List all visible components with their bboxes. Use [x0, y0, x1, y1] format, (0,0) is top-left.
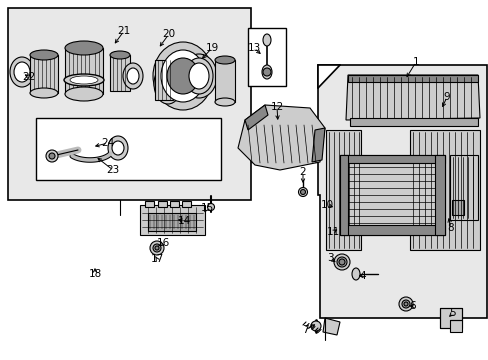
Ellipse shape [181, 54, 217, 98]
Bar [140, 205, 204, 235]
Text: 12: 12 [270, 102, 283, 112]
Ellipse shape [65, 41, 103, 55]
Ellipse shape [262, 65, 271, 79]
Text: 14: 14 [177, 216, 190, 226]
Bar [215, 60, 235, 102]
Ellipse shape [14, 62, 30, 82]
Ellipse shape [112, 141, 124, 155]
Circle shape [207, 203, 214, 211]
Ellipse shape [189, 63, 208, 89]
Circle shape [338, 259, 345, 265]
Polygon shape [311, 128, 325, 162]
Text: 2: 2 [299, 167, 305, 177]
Bar [30, 55, 58, 93]
Polygon shape [244, 105, 267, 130]
Circle shape [153, 244, 161, 252]
Text: 18: 18 [88, 269, 102, 279]
Text: 10: 10 [320, 200, 333, 210]
Text: 20: 20 [162, 29, 175, 39]
Bar [434, 155, 444, 235]
Circle shape [398, 297, 412, 311]
Text: 7: 7 [301, 325, 307, 335]
Polygon shape [317, 65, 486, 318]
Ellipse shape [167, 58, 199, 94]
Text: 9: 9 [443, 92, 449, 102]
Text: 1: 1 [412, 57, 418, 67]
Text: 16: 16 [156, 238, 169, 248]
Ellipse shape [154, 64, 182, 104]
Text: 15: 15 [200, 203, 213, 213]
Text: 22: 22 [22, 72, 36, 82]
Polygon shape [323, 318, 339, 335]
Circle shape [155, 246, 159, 250]
Bar [409, 130, 479, 250]
Ellipse shape [30, 88, 58, 98]
Ellipse shape [153, 42, 213, 110]
Text: 17: 17 [150, 254, 163, 264]
Circle shape [263, 68, 270, 76]
Ellipse shape [64, 74, 104, 86]
Bar [449, 320, 461, 332]
Bar [158, 201, 167, 207]
Bar [110, 55, 130, 91]
Ellipse shape [161, 50, 204, 102]
Ellipse shape [127, 68, 139, 84]
Circle shape [336, 257, 346, 267]
Bar [182, 201, 191, 207]
Text: 13: 13 [247, 43, 260, 53]
Circle shape [403, 302, 407, 306]
Text: 19: 19 [205, 43, 218, 53]
Bar [155, 60, 173, 100]
Circle shape [300, 189, 305, 194]
Ellipse shape [70, 76, 98, 84]
Ellipse shape [10, 57, 34, 87]
Ellipse shape [108, 136, 128, 160]
Bar [65, 48, 103, 94]
Circle shape [401, 300, 409, 308]
Bar [247, 28, 285, 86]
Text: 4: 4 [359, 271, 366, 281]
Text: 8: 8 [447, 223, 453, 233]
Bar [339, 155, 444, 163]
Bar [8, 8, 250, 200]
Circle shape [298, 188, 307, 197]
Polygon shape [346, 75, 479, 120]
Ellipse shape [263, 34, 270, 46]
Ellipse shape [215, 98, 235, 106]
Circle shape [46, 150, 58, 162]
Text: 24: 24 [101, 138, 114, 148]
Bar [145, 201, 154, 207]
Text: 5: 5 [449, 308, 455, 318]
Bar [339, 225, 444, 235]
Text: 6: 6 [409, 301, 415, 311]
Ellipse shape [351, 268, 359, 280]
Bar [349, 118, 477, 126]
Bar [170, 201, 179, 207]
Text: 21: 21 [117, 26, 130, 36]
Ellipse shape [65, 87, 103, 101]
Bar [339, 155, 444, 235]
Polygon shape [238, 105, 325, 170]
Circle shape [49, 153, 55, 159]
Ellipse shape [123, 63, 142, 89]
Bar [439, 308, 461, 328]
Text: 3: 3 [326, 253, 333, 263]
Bar [339, 155, 347, 235]
Ellipse shape [215, 56, 235, 64]
Ellipse shape [30, 50, 58, 60]
Polygon shape [317, 65, 339, 88]
Ellipse shape [110, 51, 130, 59]
Bar [451, 200, 463, 215]
Text: 23: 23 [106, 165, 120, 175]
Polygon shape [347, 75, 477, 82]
Bar [449, 155, 477, 220]
Circle shape [310, 321, 320, 331]
Bar [36, 118, 221, 180]
Bar [148, 213, 196, 231]
Circle shape [333, 254, 349, 270]
Circle shape [150, 241, 163, 255]
Bar [325, 130, 360, 250]
Text: 11: 11 [325, 227, 339, 237]
Ellipse shape [184, 58, 213, 94]
